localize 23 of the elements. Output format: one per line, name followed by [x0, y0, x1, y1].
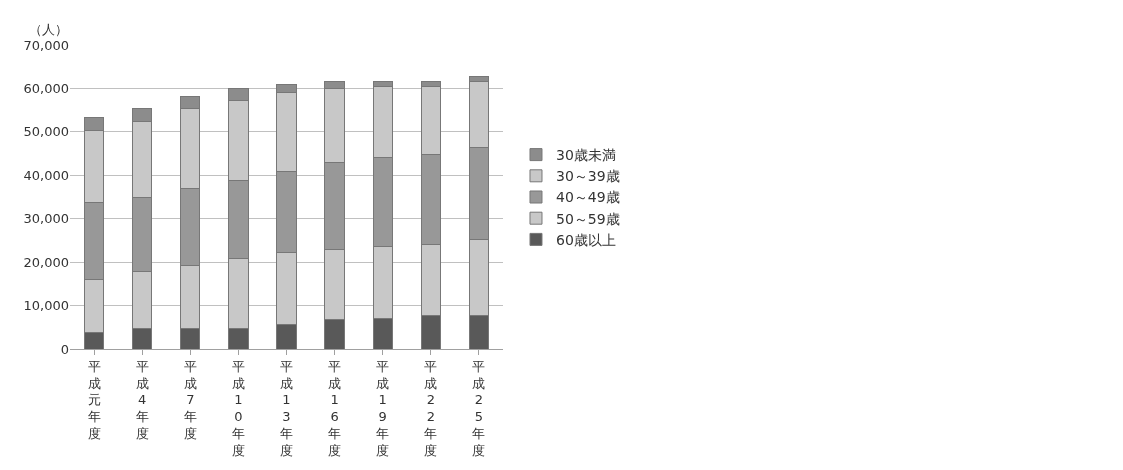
x-tick-label: 平成19年度 — [376, 358, 390, 459]
legend-label: 30歳未満 — [555, 147, 616, 164]
y-tick-label: 60,000 — [23, 80, 69, 96]
legend-label: 40～49歳 — [555, 189, 620, 206]
x-tick-label: 平成元年度 — [87, 358, 101, 442]
y-axis-title: （人） — [29, 22, 68, 37]
y-tick-label: 30,000 — [23, 211, 69, 227]
y-tick-label: 50,000 — [23, 124, 69, 140]
x-tick-label: 平成13年度 — [280, 358, 293, 459]
y-tick-label: 20,000 — [23, 254, 69, 270]
x-tick-label: 平成16年度 — [328, 358, 342, 459]
y-tick-label: 0 — [60, 341, 69, 357]
y-tick-label: 10,000 — [23, 298, 69, 314]
x-tick-label: 平成4年度 — [135, 358, 149, 442]
x-tick-label: 平成7年度 — [183, 358, 197, 442]
legend-label: 30～39歳 — [555, 168, 620, 185]
y-tick-label: 40,000 — [23, 167, 69, 183]
y-tick-label: 70,000 — [23, 37, 69, 53]
legend-label: 60歳以上 — [555, 231, 616, 248]
x-tick-label: 平成22年度 — [424, 358, 438, 459]
x-tick-label: 平成25年度 — [472, 358, 486, 459]
legend-label: 50～59歳 — [555, 210, 620, 227]
x-tick-label: 平成10年度 — [231, 358, 245, 459]
